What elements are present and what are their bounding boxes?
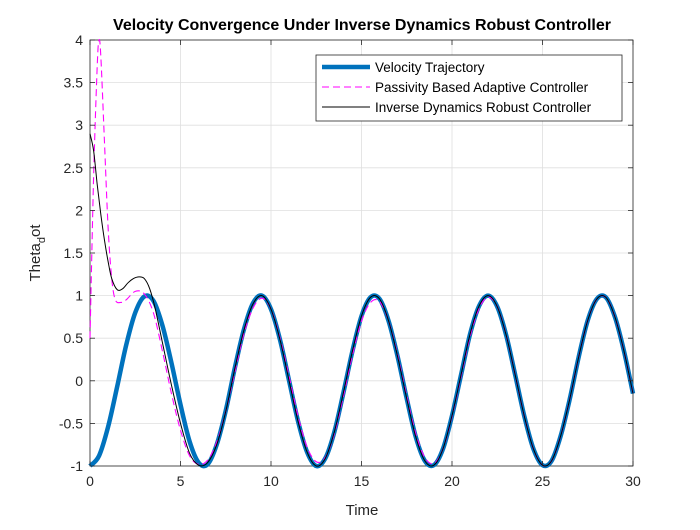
y-tick-label: 2: [75, 202, 83, 218]
x-tick-label: 0: [86, 473, 94, 489]
y-tick-label: -0.5: [59, 415, 83, 431]
y-tick-label: 0.5: [64, 330, 84, 346]
x-tick-label: 30: [625, 473, 641, 489]
y-tick-label: 0: [75, 373, 83, 389]
y-axis: -1 -0.5 0 0.5 1 1.5 2 2.5 3 3.5 4: [59, 32, 633, 474]
x-axis-label: Time: [346, 502, 379, 519]
x-tick-label: 15: [354, 473, 370, 489]
y-tick-label: 3.5: [64, 75, 84, 91]
x-tick-label: 5: [177, 473, 185, 489]
y-tick-label: -1: [71, 458, 84, 474]
legend-label-robust-controller: Inverse Dynamics Robust Controller: [375, 100, 592, 115]
y-axis-label-tail: ot: [27, 224, 44, 237]
x-tick-label: 10: [263, 473, 279, 489]
x-tick-label: 25: [535, 473, 551, 489]
y-tick-label: 4: [75, 32, 83, 48]
x-axis: 0 5 10 15 20 25 30: [86, 40, 641, 489]
y-tick-label: 3: [75, 117, 83, 133]
legend-label-passivity-controller: Passivity Based Adaptive Controller: [375, 80, 589, 95]
x-tick-label: 20: [444, 473, 460, 489]
y-axis-label-subscript: d: [36, 237, 48, 243]
y-axis-label-main: Theta: [27, 242, 44, 281]
legend-label-velocity-trajectory: Velocity Trajectory: [375, 60, 485, 75]
y-tick-label: 2.5: [64, 160, 84, 176]
legend: Velocity Trajectory Passivity Based Adap…: [315, 54, 623, 122]
y-tick-label: 1.5: [64, 245, 84, 261]
y-tick-label: 1: [75, 288, 83, 304]
series-robust-controller: [89, 133, 634, 467]
y-axis-label: Thetadot: [27, 224, 48, 282]
chart-title: Velocity Convergence Under Inverse Dynam…: [113, 17, 611, 34]
